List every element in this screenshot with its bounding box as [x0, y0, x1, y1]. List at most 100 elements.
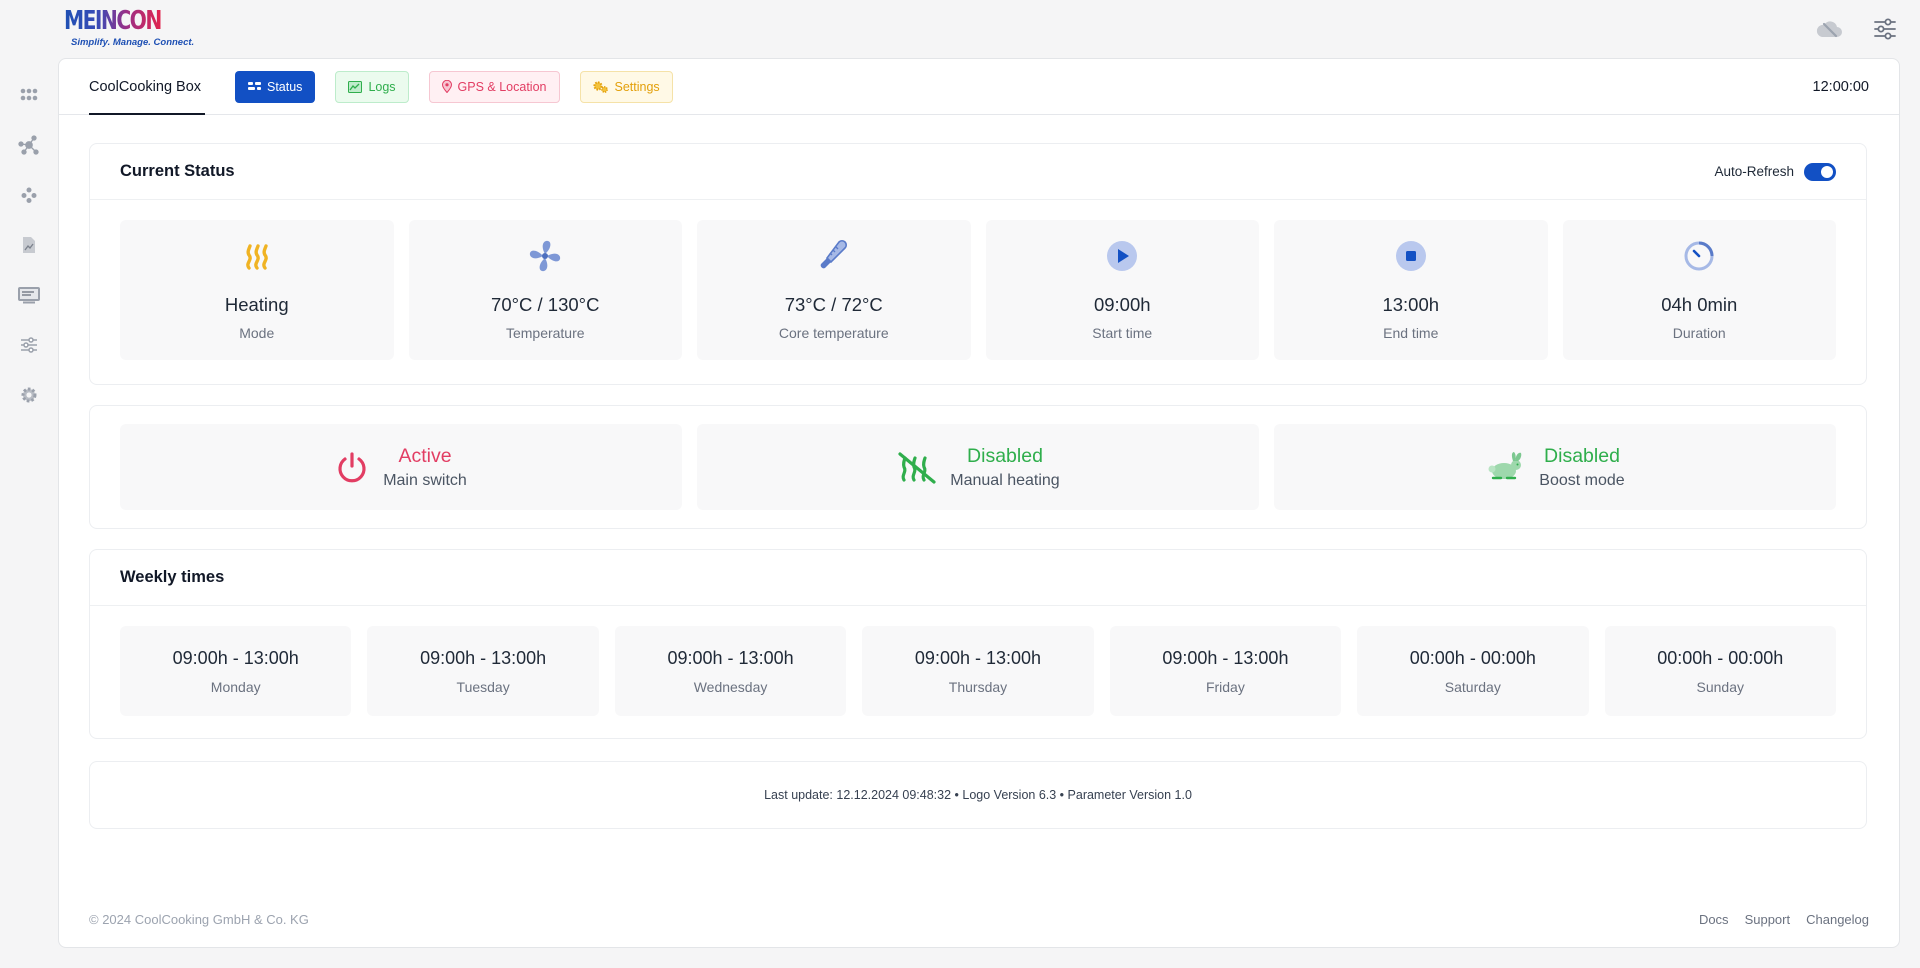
docs-link[interactable]: Docs [1698, 912, 1729, 927]
weekly-range: 09:00h - 13:00h [914, 647, 1042, 668]
device-title[interactable]: CoolCooking Box [89, 59, 205, 115]
main-panel: CoolCooking Box Status Logs GPS & Locati… [58, 58, 1900, 948]
weekly-tile-saturday: 00:00h - 00:00h Saturday [1357, 626, 1589, 716]
weekly-range: 09:00h - 13:00h [420, 647, 547, 668]
footer-links: Docs Support Changelog [1699, 912, 1869, 927]
status-label: Mode [239, 325, 275, 341]
weekly-range: 00:00h - 00:00h [1409, 647, 1536, 668]
network-icon[interactable] [12, 128, 46, 162]
switch-label: Manual heating [950, 471, 1060, 489]
tab-status-label: Status [267, 79, 303, 94]
rabbit-icon [1488, 452, 1522, 480]
reports-icon[interactable] [12, 228, 46, 262]
current-status-card: Current Status Auto-Refresh Heating Mode… [89, 143, 1867, 385]
status-value: 09:00h [1093, 294, 1151, 315]
weekly-day: Saturday [1444, 678, 1501, 695]
status-tile-mode: Heating Mode [120, 220, 394, 360]
switch-label: Boost mode [1539, 471, 1625, 489]
weekly-tile-tuesday: 09:00h - 13:00h Tuesday [367, 626, 599, 716]
switch-state: Active [398, 444, 452, 467]
heat-waves-icon [237, 236, 277, 276]
play-icon [1102, 236, 1142, 276]
switches-card: Active Main switch Disabled Manual heati… [89, 405, 1867, 529]
weekly-range: 09:00h - 13:00h [1162, 647, 1289, 668]
status-value: 13:00h [1382, 294, 1440, 315]
header-actions [1814, 14, 1900, 44]
tab-logs[interactable]: Logs [335, 70, 409, 103]
info-card: Last update: 12.12.2024 09:48:32 • Logo … [89, 761, 1867, 829]
switch-state: Disabled [1544, 444, 1620, 467]
status-label: Duration [1672, 325, 1726, 341]
logs-icon [348, 80, 363, 93]
brand-name: MEINCONECT [64, 6, 200, 36]
status-tile-duration: 04h 0min Duration [1562, 220, 1836, 360]
weekly-day: Monday [210, 678, 261, 695]
status-tile-core-temperature: 73°C / 72°C Core temperature [697, 220, 971, 360]
weekly-day: Thursday [948, 678, 1008, 695]
switch-tiles: Active Main switch Disabled Manual heati… [90, 406, 1866, 528]
tab-settings[interactable]: Settings [579, 70, 673, 103]
stop-icon [1391, 236, 1431, 276]
weekly-range: 09:00h - 13:00h [172, 647, 299, 668]
heating-off-icon [898, 452, 936, 484]
weekly-range: 09:00h - 13:00h [667, 647, 794, 668]
sliders-icon[interactable] [12, 328, 46, 362]
map-pin-icon [441, 80, 452, 93]
tab-gps[interactable]: GPS & Location [428, 70, 560, 103]
weekly-tiles: 09:00h - 13:00h Monday 09:00h - 13:00h T… [90, 606, 1866, 736]
weekly-times-card: Weekly times 09:00h - 13:00h Monday 09:0… [89, 549, 1867, 739]
fan-icon [525, 236, 565, 276]
tab-status[interactable]: Status [235, 70, 316, 103]
changelog-link[interactable]: Changelog [1806, 912, 1869, 927]
gears-icon [592, 80, 608, 93]
weekly-tile-thursday: 09:00h - 13:00h Thursday [862, 626, 1094, 716]
weekly-tile-wednesday: 09:00h - 13:00h Wednesday [614, 626, 847, 716]
last-update-text: Last update: 12.12.2024 09:48:32 • Logo … [764, 788, 1192, 802]
weekly-times-title: Weekly times [120, 568, 225, 586]
status-tile-start-time: 09:00h Start time [985, 220, 1259, 360]
status-value: Heating [224, 294, 289, 315]
thermometer-icon [814, 236, 854, 276]
power-icon [338, 452, 366, 483]
switch-manual-heating: Disabled Manual heating [697, 424, 1259, 510]
weekly-day: Wednesday [693, 678, 768, 695]
sliders-icon[interactable] [1870, 14, 1900, 44]
auto-refresh: Auto-Refresh [1714, 162, 1836, 181]
weekly-tile-monday: 09:00h - 13:00h Monday [120, 626, 352, 716]
brand-tagline: Simplify. Manage. Connect. [71, 37, 195, 48]
weekly-tile-sunday: 00:00h - 00:00h Sunday [1604, 626, 1836, 716]
tab-settings-label: Settings [614, 79, 660, 94]
cloud-off-icon[interactable] [1814, 14, 1844, 44]
tab-logs-label: Logs [368, 79, 396, 94]
weekly-range: 00:00h - 00:00h [1657, 647, 1784, 668]
switch-boost-mode: Disabled Boost mode [1274, 424, 1836, 510]
brand-logo[interactable]: MEINCONECT Simplify. Manage. Connect. [64, 6, 200, 54]
current-status-header: Current Status Auto-Refresh [90, 144, 1866, 200]
status-icon [248, 82, 261, 90]
page-footer: © 2024 CoolCooking GmbH & Co. KG Docs Su… [89, 912, 1869, 927]
dashboard-icon[interactable] [12, 78, 46, 112]
status-value: 70°C / 130°C [491, 294, 600, 315]
status-tiles: Heating Mode 70°C / 130°C Temperature 73… [90, 200, 1866, 380]
clock: 12:00:00 [1812, 79, 1869, 95]
status-label: Core temperature [778, 325, 889, 341]
current-status-title: Current Status [120, 162, 235, 180]
status-tile-end-time: 13:00h End time [1274, 220, 1548, 360]
tab-gps-label: GPS & Location [457, 79, 547, 94]
terminal-icon[interactable] [12, 278, 46, 312]
sidebar [0, 78, 58, 428]
devices-icon[interactable] [12, 178, 46, 212]
auto-refresh-toggle[interactable] [1804, 162, 1836, 181]
support-link[interactable]: Support [1744, 912, 1791, 927]
tab-bar: CoolCooking Box Status Logs GPS & Locati… [59, 59, 1899, 115]
weekly-day: Sunday [1696, 678, 1744, 695]
switch-label: Main switch [383, 471, 467, 489]
copyright: © 2024 CoolCooking GmbH & Co. KG [89, 912, 309, 927]
status-value: 73°C / 72°C [784, 294, 883, 315]
gear-icon[interactable] [12, 378, 46, 412]
weekly-tile-friday: 09:00h - 13:00h Friday [1109, 626, 1342, 716]
status-label: Temperature [505, 325, 585, 341]
status-label: Start time [1092, 325, 1153, 341]
switch-main: Active Main switch [120, 424, 682, 510]
weekly-day: Tuesday [456, 678, 510, 695]
